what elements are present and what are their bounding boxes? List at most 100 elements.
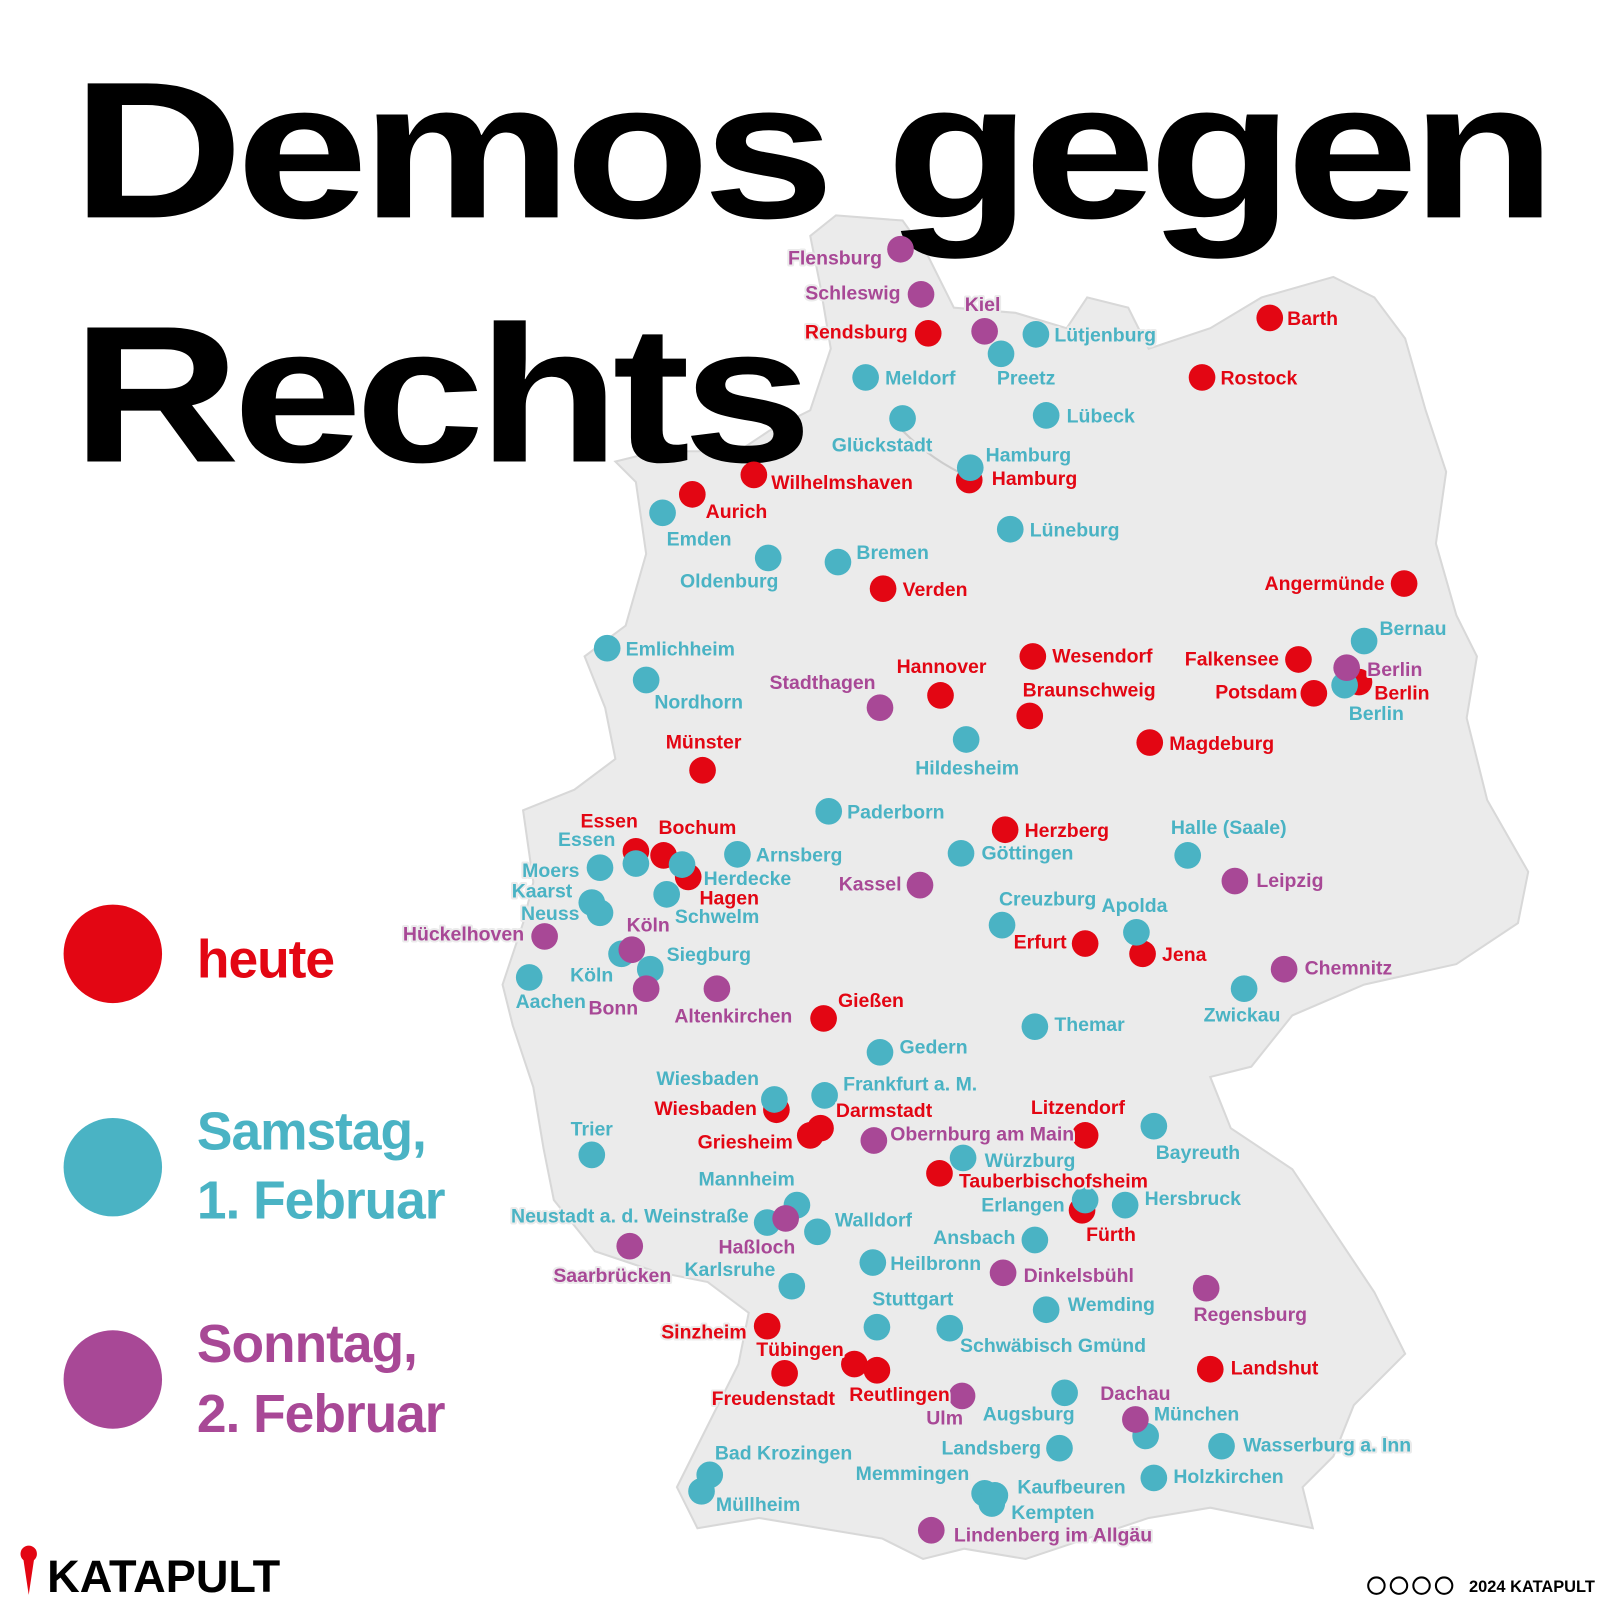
city-label: Bochum — [658, 817, 736, 839]
city-dot — [761, 1086, 788, 1113]
city-dot — [618, 936, 646, 964]
city-label: Augsburg — [983, 1404, 1075, 1426]
city-dot — [578, 1141, 606, 1169]
city-dot — [1122, 1406, 1149, 1433]
city-label: Neustadt a. d. Weinstraße — [511, 1206, 749, 1228]
city-dot — [1032, 1296, 1060, 1324]
city-label: Wiesbaden — [654, 1098, 757, 1120]
city-label: Karlsruhe — [684, 1259, 775, 1281]
city-label: Braunschweig — [1023, 679, 1156, 701]
city-dot — [987, 340, 1015, 368]
city-label: Nordhorn — [654, 692, 743, 714]
city-label: Stadthagen — [770, 672, 876, 694]
city-label: Bernau — [1379, 618, 1446, 640]
city-label: Altenkirchen — [674, 1006, 792, 1028]
city-label: Herdecke — [704, 868, 792, 890]
city-label: Berlin — [1349, 703, 1404, 725]
city-label: Kassel — [839, 873, 902, 895]
city-dot — [778, 1272, 806, 1300]
city-label: Bonn — [588, 997, 638, 1019]
city-dot — [1196, 1355, 1224, 1383]
city-label: Glückstadt — [832, 434, 933, 456]
city-dot — [593, 634, 621, 662]
city-dot — [688, 1477, 715, 1505]
city-dot — [740, 461, 768, 489]
city-dot — [1071, 1122, 1099, 1149]
city-label: Tauberbischofsheim — [959, 1171, 1148, 1193]
city-label: Wilhelmshaven — [771, 472, 913, 494]
city-dot — [1021, 1013, 1049, 1040]
city-label: Chemnitz — [1305, 957, 1393, 979]
city-label: Schwäbisch Gmünd — [960, 1335, 1146, 1357]
city-dot — [1129, 940, 1156, 968]
city-dot — [668, 851, 696, 878]
city-label: Köln — [570, 965, 613, 987]
city-label: Rostock — [1221, 368, 1298, 390]
city-label: Stuttgart — [872, 1289, 954, 1311]
city-dot — [1270, 955, 1298, 983]
logo-icon — [20, 1545, 37, 1563]
city-label: Hersbruck — [1145, 1188, 1241, 1210]
city-label: Würzburg — [985, 1150, 1076, 1172]
city-label: Walldorf — [835, 1210, 913, 1232]
city-dot — [852, 364, 879, 391]
city-label: Göttingen — [982, 842, 1074, 864]
city-dot — [952, 726, 980, 753]
city-dot — [866, 694, 894, 722]
cc-icons — [1367, 1576, 1454, 1595]
city-dot — [971, 317, 998, 345]
city-label: Erfurt — [1014, 932, 1068, 954]
city-dot — [515, 964, 543, 991]
city-label: Lütjenburg — [1054, 325, 1156, 347]
city-label: Berlin — [1367, 659, 1422, 681]
city-label: Dachau — [1100, 1383, 1170, 1405]
city-label: Kiel — [965, 294, 1001, 316]
city-dot — [917, 1516, 945, 1544]
city-label: Halle (Saale) — [1171, 817, 1287, 839]
city-label: Freudenstadt — [712, 1388, 836, 1410]
city-dot — [1230, 975, 1258, 1003]
city-dot — [771, 1360, 798, 1387]
city-dot — [1192, 1274, 1220, 1302]
city-label: Trier — [571, 1118, 614, 1140]
city-label: Heilbronn — [890, 1253, 981, 1275]
legend-label: 1. Februar — [197, 1171, 445, 1230]
city-dot — [753, 1312, 781, 1340]
city-label: Neuss — [521, 903, 580, 925]
city-label: Ansbach — [933, 1227, 1015, 1249]
city-dot — [889, 405, 916, 432]
city-dot — [936, 1314, 964, 1342]
city-dot — [926, 1160, 953, 1187]
city-dot — [649, 499, 676, 527]
city-dot — [586, 854, 614, 882]
city-dot — [887, 235, 914, 263]
city-dot — [653, 881, 680, 908]
city-dot — [531, 923, 558, 950]
city-label: Regensburg — [1193, 1304, 1307, 1326]
city-label: Hagen — [699, 888, 759, 910]
city-dot — [906, 871, 934, 899]
city-label: Lüneburg — [1030, 519, 1120, 541]
city-dot — [841, 1350, 868, 1378]
city-label: Schleswig — [805, 282, 900, 304]
city-dot — [703, 975, 731, 1003]
title-line: Rechts — [72, 287, 805, 504]
city-label: Gedern — [899, 1036, 967, 1058]
city-dot — [1071, 1186, 1099, 1214]
city-label: Hannover — [897, 656, 987, 678]
city-dot — [632, 666, 660, 694]
city-dot — [989, 1259, 1017, 1287]
city-label: Hildesheim — [915, 757, 1019, 779]
city-dot — [632, 975, 660, 1003]
city-label: Zwickau — [1204, 1005, 1281, 1027]
city-dot — [815, 797, 843, 825]
city-label: Berlin — [1374, 682, 1429, 704]
city-dot — [724, 841, 751, 868]
city-label: Creuzburg — [999, 889, 1096, 911]
city-dot — [927, 682, 954, 709]
city-label: Mannheim — [699, 1169, 795, 1191]
legend-swatch — [63, 1330, 163, 1429]
city-label: Ulm — [926, 1408, 963, 1430]
title-line: Demos gegen — [72, 42, 1549, 259]
